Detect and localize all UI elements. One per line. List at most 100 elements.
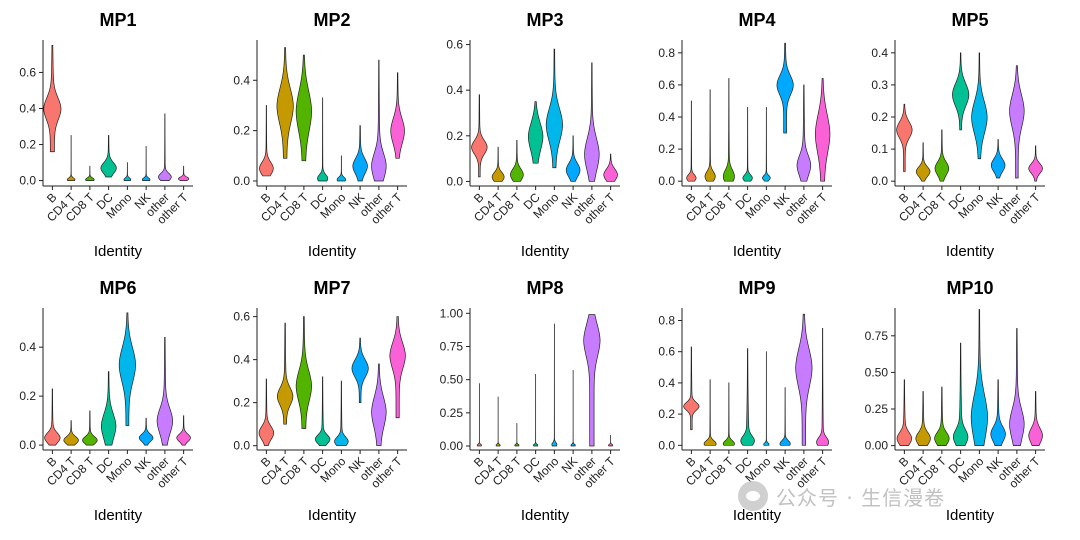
violin-dc	[100, 135, 117, 178]
violin-nk	[990, 139, 1006, 179]
violin-other-t	[389, 316, 406, 419]
watermark-text: 公众号 · 生信漫卷	[776, 485, 946, 510]
y-tick-label: 0.2	[658, 142, 675, 156]
violin-mono	[762, 107, 771, 182]
wechat-icon	[738, 481, 768, 511]
y-tick-label: 0.2	[871, 110, 888, 124]
violin-nk	[776, 42, 794, 134]
violin-cd4-t	[277, 322, 294, 425]
violin-b	[896, 103, 913, 172]
violin-nk	[351, 337, 369, 404]
violin-other	[1009, 65, 1025, 179]
y-tick-label: 0.6	[446, 38, 463, 52]
y-tick-label: 0.6	[658, 78, 675, 92]
y-tick-label: 0.4	[233, 353, 250, 367]
violin-mono	[971, 52, 988, 160]
violin-mono	[118, 312, 136, 426]
violin-cd8-t	[85, 165, 95, 181]
y-tick-label: 0.4	[233, 73, 250, 87]
y-tick-label: 0.4	[658, 110, 675, 124]
panel-title: MP4	[738, 10, 775, 30]
y-tick-label: 0.8	[658, 46, 675, 60]
panel-title: MP10	[946, 278, 993, 298]
violin-dc	[952, 342, 969, 446]
y-tick-label: 0.0	[19, 438, 36, 452]
y-tick-label: 0.75	[440, 339, 464, 353]
violin-other-t	[176, 415, 191, 446]
y-tick-label: 0.2	[233, 124, 250, 138]
x-axis-title: Identity	[521, 243, 570, 260]
y-tick-label: 0.0	[233, 439, 250, 453]
violin-b	[258, 378, 275, 447]
violin-nk	[352, 125, 368, 182]
violin-other-t	[603, 153, 618, 182]
violin-cd4-t	[63, 420, 79, 446]
violin-mono	[551, 323, 558, 447]
panel-title: MP6	[99, 278, 136, 298]
violin-other	[371, 59, 387, 182]
violin-other-t	[178, 165, 190, 181]
violin-b	[686, 100, 697, 182]
violin-other-t	[608, 435, 614, 447]
violin-mono	[336, 155, 347, 182]
panel-title: MP3	[526, 10, 563, 30]
violin-cd4-t	[66, 135, 76, 181]
x-axis-title: Identity	[308, 507, 357, 524]
y-tick-label: 0.00	[865, 439, 889, 453]
y-tick-label: 0.2	[658, 407, 675, 421]
violin-cd8-t	[722, 382, 735, 446]
violin-mono	[334, 380, 349, 447]
y-tick-label: 0.6	[19, 65, 36, 79]
violin-cd4-t	[704, 89, 716, 182]
y-tick-label: 0.00	[440, 439, 464, 453]
violin-dc	[314, 376, 331, 447]
violin-b	[476, 383, 482, 447]
violin-cd4-t	[491, 146, 505, 182]
violin-cd8-t	[295, 54, 312, 162]
violin-b	[44, 388, 61, 446]
violin-b	[683, 346, 700, 431]
violin-other-t	[390, 72, 405, 159]
panel-title: MP5	[951, 10, 988, 30]
y-tick-label: 0.2	[19, 389, 36, 403]
violin-other-t	[1028, 145, 1043, 182]
x-axis-title: Identity	[94, 243, 143, 260]
violin-mono	[970, 309, 988, 446]
y-tick-label: 0.0	[446, 174, 463, 188]
y-tick-label: 0.0	[233, 174, 250, 188]
x-axis-title: Identity	[733, 507, 782, 524]
violin-dc	[533, 374, 539, 447]
violin-cd8-t	[510, 140, 524, 182]
violin-cd8-t	[722, 78, 735, 182]
y-tick-label: 0.0	[658, 174, 675, 188]
panel-title: MP1	[99, 10, 136, 30]
violin-b	[43, 45, 62, 153]
y-tick-label: 0.25	[440, 406, 464, 420]
violin-other	[371, 363, 387, 447]
violin-mono	[545, 48, 563, 169]
violin-cd4-t	[703, 379, 717, 446]
y-tick-label: 0.25	[865, 402, 889, 416]
violin-cd4-t	[915, 142, 931, 182]
y-tick-label: 0.8	[658, 313, 675, 327]
violin-cd4-t	[276, 47, 294, 159]
y-tick-label: 0.1	[871, 142, 888, 156]
panel-title: MP9	[738, 278, 775, 298]
y-tick-label: 0.2	[233, 396, 250, 410]
violin-cd4-t	[495, 396, 501, 447]
y-tick-label: 0.6	[658, 345, 675, 359]
violin-other-t	[816, 327, 830, 446]
violin-dc	[527, 101, 544, 164]
violin-b	[259, 105, 274, 177]
y-tick-label: 0.3	[871, 78, 888, 92]
violin-dc	[952, 52, 970, 131]
violin-other	[1009, 328, 1025, 446]
violin-mono	[123, 162, 132, 181]
violin-other	[795, 313, 813, 446]
violin-cd8-t	[295, 316, 312, 429]
